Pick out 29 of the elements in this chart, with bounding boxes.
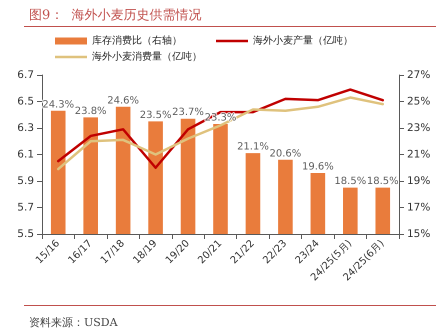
data-label: 20.6% [270, 148, 302, 160]
y2-tick-label: 27% [407, 69, 430, 81]
y2-tick-label: 17% [407, 202, 430, 214]
y-tick-label: 6.7 [17, 69, 34, 81]
y-tick-label: 5.7 [17, 202, 34, 214]
y-tick-label: 5.5 [17, 228, 34, 240]
y-tick-label: 6.5 [17, 96, 34, 108]
y-tick-label: 6.3 [17, 122, 34, 134]
data-label: 21.1% [237, 142, 269, 153]
legend-label: 海外小麦产量（亿吨） [253, 34, 353, 46]
y-tick-label: 5.9 [17, 175, 34, 187]
y-tick-label: 6.1 [17, 148, 34, 160]
data-label: 23.5% [140, 110, 172, 121]
data-label: 23.7% [172, 107, 204, 118]
data-label: 18.5% [334, 176, 366, 188]
y2-tick-label: 15% [407, 228, 430, 240]
data-label: 18.5% [366, 176, 399, 188]
data-label: 24.3% [42, 99, 74, 110]
text: 资料来源：USDA [29, 316, 119, 329]
legend-label: 海外小麦消费量（亿吨） [92, 50, 202, 62]
y2-tick-label: 19% [407, 175, 430, 187]
data-label: 23.8% [74, 106, 107, 117]
legend-label: 库存消费比（右轴） [92, 34, 182, 46]
y2-tick-label: 23% [407, 122, 430, 134]
chart-title: 图9： 海外小麦历史供需情况 [29, 8, 202, 23]
data-label: 24.6% [107, 95, 140, 106]
y2-tick-label: 21% [407, 148, 430, 160]
data-label: 19.6% [302, 162, 334, 173]
y2-tick-label: 25% [407, 96, 430, 108]
